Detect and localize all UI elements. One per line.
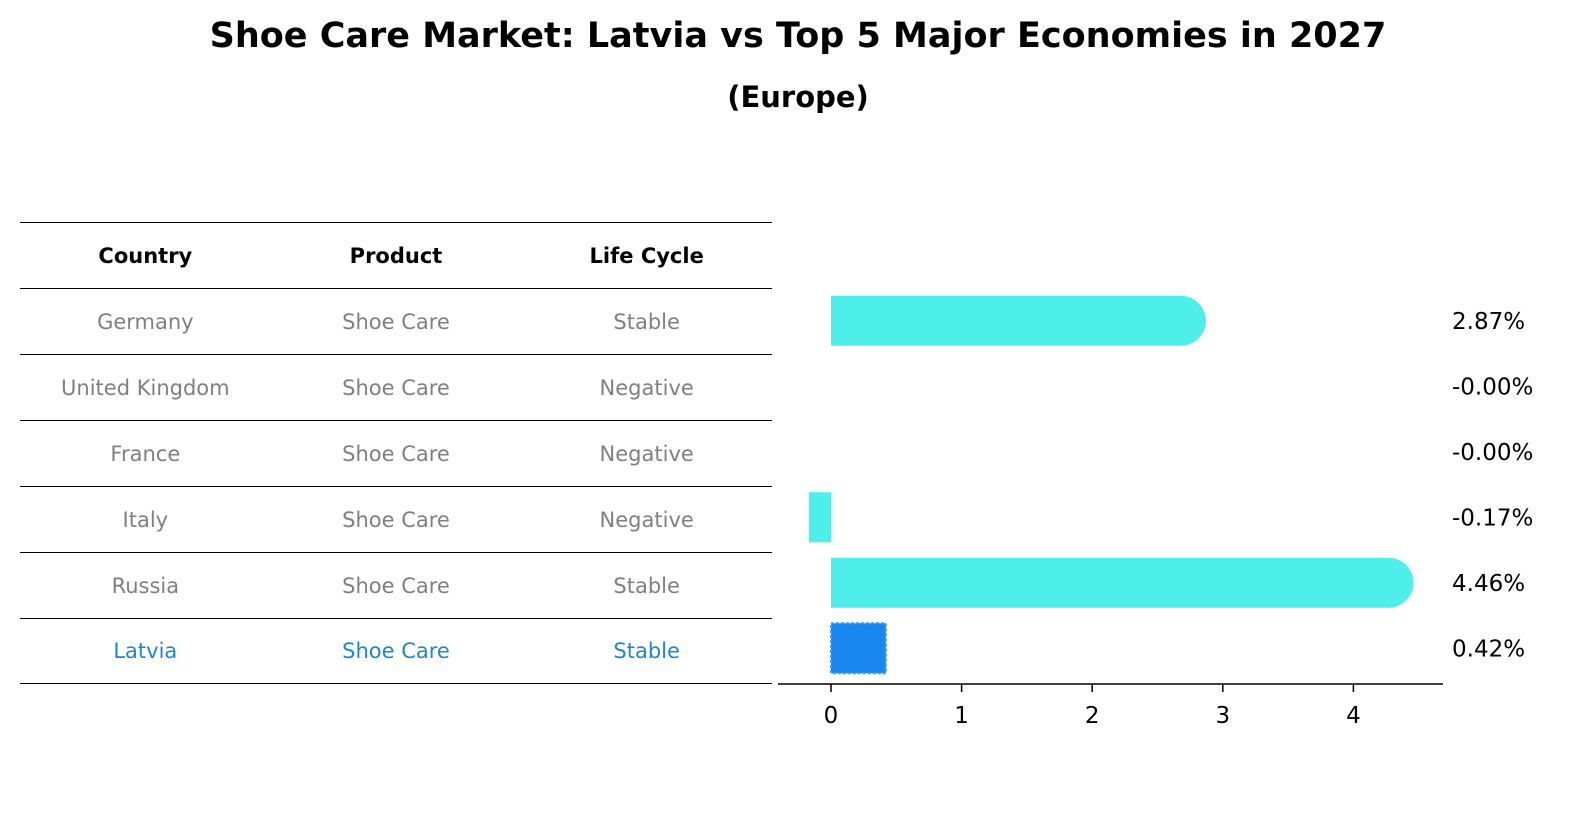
table-header-cell: Product <box>349 243 443 268</box>
table-cell: Germany <box>97 309 194 334</box>
table-cell: Shoe Care <box>342 573 450 598</box>
table-row: Italy Shoe Care Negative <box>20 486 772 552</box>
table-cell: Shoe Care <box>342 441 450 466</box>
table-row: France Shoe Care Negative <box>20 420 772 486</box>
x-tick-label: 4 <box>1346 703 1361 729</box>
table-row: Latvia Shoe Care Stable <box>20 618 772 684</box>
table-cell: Negative <box>599 441 694 466</box>
table-cell: Stable <box>613 309 680 334</box>
value-label: 4.46% <box>1452 571 1525 597</box>
x-tick-label: 3 <box>1215 703 1230 729</box>
value-label: -0.00% <box>1452 440 1533 466</box>
table-cell: Latvia <box>113 639 178 663</box>
table-cell: Italy <box>122 507 169 532</box>
country-table: Country Product Life Cycle Germany Shoe Care… <box>20 222 772 684</box>
x-tick-label: 0 <box>824 703 839 729</box>
table-header-cell: Country <box>98 243 193 268</box>
table-cell: Stable <box>613 573 680 598</box>
table-cell: Negative <box>599 375 694 400</box>
value-label: 2.87% <box>1452 309 1525 335</box>
table-cell: Shoe Care <box>342 639 450 663</box>
table-row: Russia Shoe Care Stable <box>20 552 772 618</box>
table-row: Germany Shoe Care Stable <box>20 288 772 354</box>
table-cell: France <box>110 441 181 466</box>
bar <box>831 295 1206 346</box>
x-tick-label: 1 <box>954 703 969 729</box>
table-cell: Shoe Care <box>342 309 450 334</box>
table-cell: Stable <box>613 639 680 663</box>
chart-subtitle: (Europe) <box>727 80 869 114</box>
value-label: -0.00% <box>1452 374 1533 400</box>
table-row: United Kingdom Shoe Care Negative <box>20 354 772 420</box>
value-label: 0.42% <box>1452 636 1525 662</box>
bar <box>830 622 887 675</box>
bar <box>808 492 831 543</box>
value-label: -0.17% <box>1452 505 1533 531</box>
bar <box>831 557 1414 608</box>
table-cell: Shoe Care <box>342 375 450 400</box>
table-cell: Russia <box>111 573 180 598</box>
table-header-cell: Life Cycle <box>589 243 704 268</box>
table-cell: United Kingdom <box>61 375 230 400</box>
chart-title: Shoe Care Market: Latvia vs Top 5 Major … <box>209 16 1387 56</box>
table-cell: Shoe Care <box>342 507 450 532</box>
table-cell: Negative <box>599 507 694 532</box>
table-header-row: Country Product Life Cycle <box>20 222 772 288</box>
x-tick-label: 2 <box>1085 703 1100 729</box>
